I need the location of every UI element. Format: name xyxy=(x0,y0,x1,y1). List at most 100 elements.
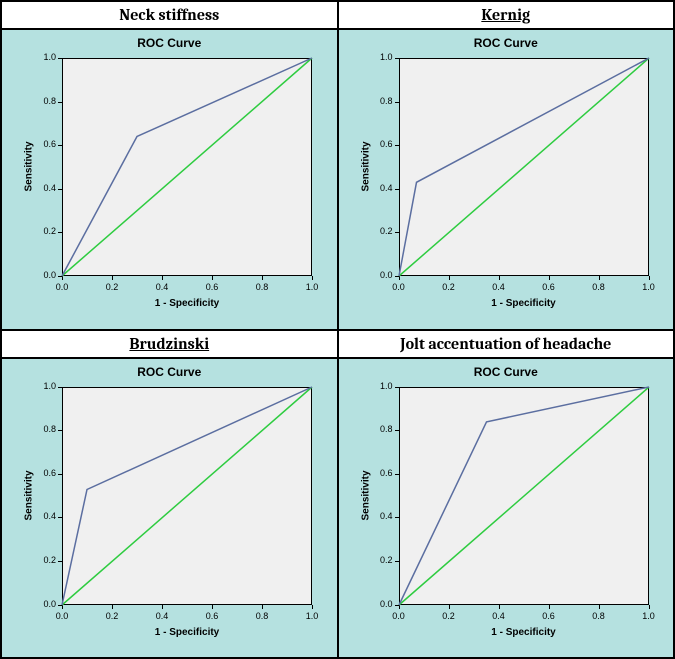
y-tick-label: 0.2 xyxy=(371,555,393,565)
x-tick-label: 0.0 xyxy=(392,282,405,292)
roc-svg xyxy=(62,387,312,605)
y-tick-label: 0.6 xyxy=(34,468,56,478)
y-tick-label: 0.2 xyxy=(371,226,393,236)
x-tick-label: 0.2 xyxy=(106,611,119,621)
x-tick-label: 0.4 xyxy=(156,282,169,292)
y-axis-label: Sensitivity xyxy=(24,141,35,191)
y-axis-label: Sensitivity xyxy=(24,470,35,520)
x-axis-label: 1 - Specificity xyxy=(399,627,649,638)
chart-jolt: ROC Curve Sensitivity 1 - Specificity 0.0 0.… xyxy=(338,358,675,659)
x-tick-mark xyxy=(549,605,550,609)
heading-text: Neck stiffness xyxy=(119,6,219,24)
x-tick-mark xyxy=(599,605,600,609)
x-tick-label: 0.6 xyxy=(206,282,219,292)
heading-text: Jolt accentuation of headache xyxy=(400,335,611,353)
y-tick-label: 0.2 xyxy=(34,226,56,236)
x-tick-mark xyxy=(112,605,113,609)
x-tick-mark xyxy=(262,605,263,609)
roc-svg xyxy=(399,58,649,276)
x-tick-mark xyxy=(162,605,163,609)
y-tick-label: 0.6 xyxy=(371,139,393,149)
x-tick-mark xyxy=(62,276,63,280)
chart-title: ROC Curve xyxy=(2,365,337,379)
y-tick-label: 0.6 xyxy=(34,139,56,149)
x-tick-label: 0.8 xyxy=(256,611,269,621)
y-tick-label: 1.0 xyxy=(34,381,56,391)
heading-neck: Neck stiffness xyxy=(1,1,338,29)
x-tick-label: 1.0 xyxy=(306,611,319,621)
x-tick-mark xyxy=(449,276,450,280)
y-axis-label: Sensitivity xyxy=(360,141,371,191)
x-tick-mark xyxy=(649,276,650,280)
roc-panel-grid: Neck stiffness Kernig ROC Curve Sensitivi… xyxy=(0,0,675,659)
x-tick-label: 0.6 xyxy=(542,282,555,292)
x-tick-label: 0.2 xyxy=(106,282,119,292)
y-tick-label: 0.0 xyxy=(34,599,56,609)
diagonal-reference-line xyxy=(399,58,649,276)
x-tick-label: 0.8 xyxy=(592,282,605,292)
x-tick-mark xyxy=(312,605,313,609)
x-tick-mark xyxy=(312,276,313,280)
x-tick-mark xyxy=(649,605,650,609)
x-axis-label: 1 - Specificity xyxy=(399,298,649,309)
y-tick-label: 1.0 xyxy=(371,52,393,62)
x-tick-label: 0.0 xyxy=(392,611,405,621)
chart-brud: ROC CurveSensitivity1 - Specificity0.00.… xyxy=(1,358,338,659)
chart-kernig: ROC Curve Sensitivity 1 - Specificity 0.0 0.… xyxy=(338,29,675,330)
x-tick-label: 1.0 xyxy=(642,611,655,621)
diagonal-reference-line xyxy=(62,387,312,605)
x-tick-label: 0.4 xyxy=(492,282,505,292)
x-tick-label: 0.2 xyxy=(442,282,455,292)
x-tick-label: 0.6 xyxy=(206,611,219,621)
y-tick-label: 0.0 xyxy=(371,270,393,280)
heading-brud: Brudzinski xyxy=(1,330,338,358)
roc-svg xyxy=(62,58,312,276)
x-tick-label: 0.8 xyxy=(592,611,605,621)
x-tick-label: 0.4 xyxy=(492,611,505,621)
y-tick-label: 0.4 xyxy=(34,183,56,193)
y-tick-label: 0.0 xyxy=(371,599,393,609)
x-tick-label: 1.0 xyxy=(642,282,655,292)
x-tick-mark xyxy=(399,276,400,280)
x-tick-mark xyxy=(162,276,163,280)
y-tick-label: 1.0 xyxy=(371,381,393,391)
x-tick-label: 0.4 xyxy=(156,611,169,621)
diagonal-reference-line xyxy=(399,387,649,605)
chart-neck: ROC CurveSensitivity1 - Specificity0.00.… xyxy=(1,29,338,330)
x-tick-mark xyxy=(549,276,550,280)
x-tick-mark xyxy=(449,605,450,609)
heading-text: Brudzinski xyxy=(129,335,209,353)
x-tick-label: 0.8 xyxy=(256,282,269,292)
heading-jolt: Jolt accentuation of headache xyxy=(338,330,675,358)
x-tick-mark xyxy=(399,605,400,609)
x-tick-mark xyxy=(62,605,63,609)
x-tick-label: 0.0 xyxy=(56,282,69,292)
chart-title: ROC Curve xyxy=(339,365,674,379)
y-tick-label: 0.8 xyxy=(34,96,56,106)
chart-title: ROC Curve xyxy=(2,36,337,50)
y-tick-label: 0.0 xyxy=(34,270,56,280)
x-axis-label: 1 - Specificity xyxy=(62,627,312,638)
x-tick-mark xyxy=(212,605,213,609)
y-tick-label: 0.4 xyxy=(371,511,393,521)
y-tick-label: 1.0 xyxy=(34,52,56,62)
roc-svg xyxy=(399,387,649,605)
diagonal-reference-line xyxy=(62,58,312,276)
y-tick-label: 0.8 xyxy=(371,96,393,106)
y-tick-label: 0.2 xyxy=(34,555,56,565)
x-tick-label: 0.2 xyxy=(442,611,455,621)
y-tick-label: 0.8 xyxy=(371,424,393,434)
y-tick-label: 0.4 xyxy=(371,183,393,193)
x-tick-mark xyxy=(499,605,500,609)
y-axis-label: Sensitivity xyxy=(360,470,371,520)
x-tick-mark xyxy=(262,276,263,280)
x-tick-label: 0.0 xyxy=(56,611,69,621)
chart-title: ROC Curve xyxy=(339,36,674,50)
y-tick-label: 0.6 xyxy=(371,468,393,478)
heading-text: Kernig xyxy=(481,6,530,24)
x-tick-mark xyxy=(112,276,113,280)
x-axis-label: 1 - Specificity xyxy=(62,298,312,309)
x-tick-mark xyxy=(499,276,500,280)
y-tick-label: 0.8 xyxy=(34,424,56,434)
heading-kernig: Kernig xyxy=(338,1,675,29)
